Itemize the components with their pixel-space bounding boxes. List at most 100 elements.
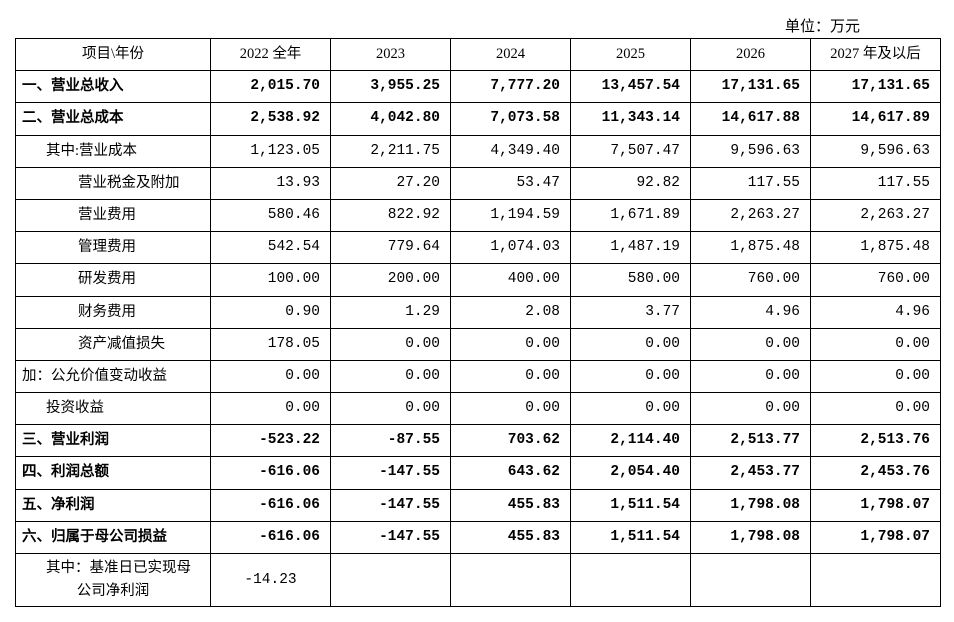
value-cell: 1,074.03 — [451, 232, 571, 264]
value-cell: 1,798.07 — [811, 521, 941, 553]
value-cell: 760.00 — [811, 264, 941, 296]
table-row: 财务费用0.901.292.083.774.964.96 — [16, 296, 941, 328]
row-label: 五、净利润 — [16, 489, 211, 521]
value-cell: 1,798.08 — [691, 521, 811, 553]
value-cell: 7,073.58 — [451, 103, 571, 135]
value-cell: 0.00 — [811, 328, 941, 360]
value-cell: 0.00 — [811, 360, 941, 392]
table-row: 其中：基准日已实现母公司净利润-14.23 — [16, 554, 941, 607]
value-cell: 1,875.48 — [811, 232, 941, 264]
value-cell: 0.00 — [451, 328, 571, 360]
row-label: 一、营业总收入 — [16, 71, 211, 103]
value-cell: 14,617.88 — [691, 103, 811, 135]
value-cell: 117.55 — [691, 167, 811, 199]
value-cell: 580.00 — [571, 264, 691, 296]
table-row: 四、利润总额-616.06-147.55643.622,054.402,453.… — [16, 457, 941, 489]
value-cell: 779.64 — [331, 232, 451, 264]
table-row: 二、营业总成本2,538.924,042.807,073.5811,343.14… — [16, 103, 941, 135]
value-cell: 0.00 — [691, 360, 811, 392]
value-cell: 542.54 — [211, 232, 331, 264]
value-cell: 13.93 — [211, 167, 331, 199]
value-cell: 2,054.40 — [571, 457, 691, 489]
value-cell: 1,487.19 — [571, 232, 691, 264]
value-cell: 580.46 — [211, 199, 331, 231]
value-cell: 53.47 — [451, 167, 571, 199]
value-cell: 100.00 — [211, 264, 331, 296]
value-cell: 13,457.54 — [571, 71, 691, 103]
header-cell: 2023 — [331, 39, 451, 71]
value-cell: 2,263.27 — [691, 199, 811, 231]
value-cell: 0.00 — [211, 360, 331, 392]
row-label: 营业费用 — [16, 199, 211, 231]
table-row: 五、净利润-616.06-147.55455.831,511.541,798.0… — [16, 489, 941, 521]
value-cell: 2,453.77 — [691, 457, 811, 489]
row-label: 四、利润总额 — [16, 457, 211, 489]
value-cell: 2,538.92 — [211, 103, 331, 135]
value-cell: 2,513.76 — [811, 425, 941, 457]
table-row: 资产减值损失178.050.000.000.000.000.00 — [16, 328, 941, 360]
value-cell: 455.83 — [451, 489, 571, 521]
row-label: 六、归属于母公司损益 — [16, 521, 211, 553]
row-label: 二、营业总成本 — [16, 103, 211, 135]
row-label: 其中：基准日已实现母公司净利润 — [16, 554, 211, 607]
table-row: 营业税金及附加13.9327.2053.4792.82117.55117.55 — [16, 167, 941, 199]
table-row: 六、归属于母公司损益-616.06-147.55455.831,511.541,… — [16, 521, 941, 553]
value-cell: 117.55 — [811, 167, 941, 199]
empty-cell — [571, 554, 691, 607]
row-label: 财务费用 — [16, 296, 211, 328]
value-cell: 643.62 — [451, 457, 571, 489]
value-cell: 760.00 — [691, 264, 811, 296]
value-cell: 4,042.80 — [331, 103, 451, 135]
empty-cell — [331, 554, 451, 607]
header-cell: 2022 全年 — [211, 39, 331, 71]
value-cell: 1,875.48 — [691, 232, 811, 264]
value-cell: 4.96 — [691, 296, 811, 328]
value-cell: 2,263.27 — [811, 199, 941, 231]
value-cell: 400.00 — [451, 264, 571, 296]
table-row: 三、营业利润-523.22-87.55703.622,114.402,513.7… — [16, 425, 941, 457]
value-cell: 0.00 — [331, 328, 451, 360]
value-cell: 2,015.70 — [211, 71, 331, 103]
row-label: 投资收益 — [16, 393, 211, 425]
value-cell: 2,513.77 — [691, 425, 811, 457]
table-row: 投资收益0.000.000.000.000.000.00 — [16, 393, 941, 425]
value-cell: 1,511.54 — [571, 489, 691, 521]
header-cell: 2027 年及以后 — [811, 39, 941, 71]
value-cell: 1.29 — [331, 296, 451, 328]
table-row: 营业费用580.46822.921,194.591,671.892,263.27… — [16, 199, 941, 231]
value-cell: 9,596.63 — [691, 135, 811, 167]
value-cell: 703.62 — [451, 425, 571, 457]
value-cell: 2,453.76 — [811, 457, 941, 489]
header-cell: 2026 — [691, 39, 811, 71]
value-cell: 17,131.65 — [811, 71, 941, 103]
row-label: 资产减值损失 — [16, 328, 211, 360]
value-cell: 455.83 — [451, 521, 571, 553]
value-cell: -523.22 — [211, 425, 331, 457]
unit-label: 单位：万元 — [15, 15, 939, 36]
value-cell: -616.06 — [211, 521, 331, 553]
value-cell: 2,114.40 — [571, 425, 691, 457]
value-cell: 3.77 — [571, 296, 691, 328]
value-cell: 3,955.25 — [331, 71, 451, 103]
value-cell: 0.00 — [451, 360, 571, 392]
value-cell: 2,211.75 — [331, 135, 451, 167]
value-cell: 0.00 — [811, 393, 941, 425]
empty-cell — [691, 554, 811, 607]
value-cell: 27.20 — [331, 167, 451, 199]
table-row: 其中:营业成本1,123.052,211.754,349.407,507.479… — [16, 135, 941, 167]
value-cell: 4.96 — [811, 296, 941, 328]
value-cell: 178.05 — [211, 328, 331, 360]
value-cell: 4,349.40 — [451, 135, 571, 167]
value-cell: 0.00 — [691, 393, 811, 425]
value-cell: -87.55 — [331, 425, 451, 457]
financial-table: 项目\年份 2022 全年 2023 2024 2025 2026 2027 年… — [15, 38, 941, 607]
row-label: 其中:营业成本 — [16, 135, 211, 167]
value-cell: -147.55 — [331, 521, 451, 553]
value-cell: 822.92 — [331, 199, 451, 231]
value-cell: 1,511.54 — [571, 521, 691, 553]
value-cell: 0.00 — [571, 360, 691, 392]
header-row: 项目\年份 2022 全年 2023 2024 2025 2026 2027 年… — [16, 39, 941, 71]
header-cell: 2025 — [571, 39, 691, 71]
row-label: 加：公允价值变动收益 — [16, 360, 211, 392]
value-cell: 1,798.07 — [811, 489, 941, 521]
